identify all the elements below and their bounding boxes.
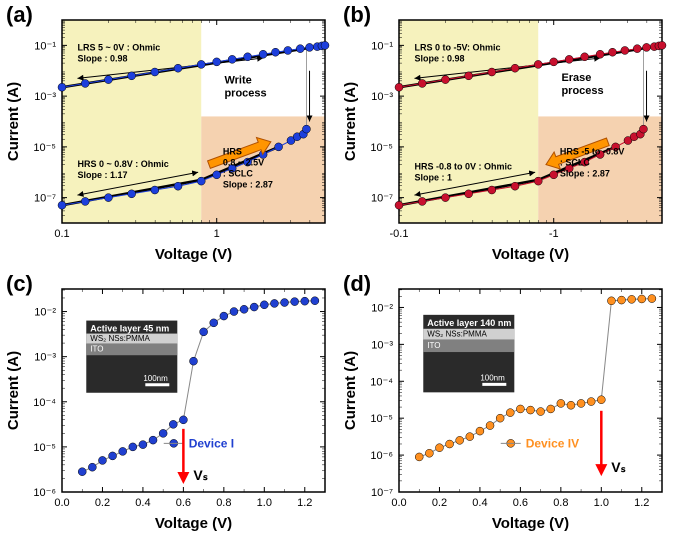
svg-text:0.2: 0.2 — [432, 497, 447, 509]
svg-text:HRS 0 ~ 0.8V : Ohmic: HRS 0 ~ 0.8V : Ohmic — [77, 159, 168, 169]
svg-text:0.2: 0.2 — [95, 497, 110, 509]
svg-text:Current (A): Current (A) — [5, 82, 22, 161]
svg-text:Slope : 1.17: Slope : 1.17 — [77, 170, 127, 180]
svg-text:0.6: 0.6 — [176, 497, 191, 509]
panel-b-label: (b) — [343, 2, 371, 28]
svg-text:10⁻²: 10⁻² — [371, 302, 393, 314]
svg-text:1.2: 1.2 — [634, 497, 649, 509]
svg-text:Write: Write — [224, 74, 251, 86]
svg-text:WS₂ NSs:PMMA: WS₂ NSs:PMMA — [427, 330, 487, 339]
svg-text:10⁻⁴: 10⁻⁴ — [33, 397, 56, 409]
svg-text:Vₛ: Vₛ — [193, 467, 208, 483]
svg-text:0.8: 0.8 — [553, 497, 568, 509]
svg-text:10⁻³: 10⁻³ — [34, 91, 56, 103]
svg-text:0.4: 0.4 — [135, 497, 150, 509]
svg-text:0.4: 0.4 — [472, 497, 487, 509]
panel-a-label: (a) — [6, 2, 33, 28]
svg-text:Voltage (V): Voltage (V) — [155, 515, 232, 532]
svg-text:Voltage (V): Voltage (V) — [492, 515, 569, 532]
panel-c-label: (c) — [6, 271, 33, 297]
svg-text:10⁻⁶: 10⁻⁶ — [370, 450, 393, 462]
svg-text:Device I: Device I — [189, 436, 234, 450]
figure-grid: (a) 10⁻⁷ 10⁻⁵ 10⁻³ 10⁻¹ 0.1 1 Voltage (V) Curre… — [0, 0, 674, 538]
svg-text:10⁻⁵: 10⁻⁵ — [370, 413, 393, 425]
svg-text:10⁻⁵: 10⁻⁵ — [370, 142, 393, 154]
svg-text:Active layer 45 nm: Active layer 45 nm — [90, 324, 169, 334]
svg-text:10⁻⁷: 10⁻⁷ — [371, 487, 393, 499]
svg-text:Slope : 2.87: Slope : 2.87 — [223, 179, 273, 189]
svg-text:process: process — [561, 85, 603, 97]
svg-text:-1: -1 — [549, 228, 559, 240]
svg-text:Slope : 1: Slope : 1 — [414, 173, 452, 183]
svg-text:Voltage (V): Voltage (V) — [492, 246, 569, 263]
svg-text:Current (A): Current (A) — [342, 82, 359, 161]
svg-text:0.1: 0.1 — [54, 228, 69, 240]
panel-d: (d) 10⁻⁷ 10⁻⁶ 10⁻⁵ 10⁻⁴ 10⁻³ 10⁻² 0.0 0.2 0.4 0.6… — [337, 269, 674, 538]
svg-text:10⁻³: 10⁻³ — [371, 339, 393, 351]
svg-text:1: 1 — [214, 228, 220, 240]
svg-text:10⁻²: 10⁻² — [34, 307, 56, 319]
svg-text:10⁻³: 10⁻³ — [371, 91, 393, 103]
svg-text:HRS: HRS — [223, 146, 242, 156]
svg-text:ITO: ITO — [90, 345, 103, 354]
svg-text:: SCLC: : SCLC — [560, 157, 590, 167]
svg-text:Slope : 0.98: Slope : 0.98 — [414, 53, 464, 63]
svg-text:HRS -0.8 to 0V : Ohmic: HRS -0.8 to 0V : Ohmic — [414, 162, 512, 172]
svg-text:WS₂ NSs:PMMA: WS₂ NSs:PMMA — [90, 334, 150, 343]
svg-text:1.0: 1.0 — [257, 497, 272, 509]
svg-text:LRS 0 to -5V: Ohmic: LRS 0 to -5V: Ohmic — [414, 42, 500, 52]
panel-b: (b) 10⁻⁷ 10⁻⁵ 10⁻³ 10⁻¹ -0.1 -1 Voltage (V) Cur… — [337, 0, 674, 269]
svg-text:Erase: Erase — [561, 72, 591, 84]
svg-text:Vₛ: Vₛ — [611, 459, 626, 475]
svg-text:LRS 5 ~ 0V : Ohmic: LRS 5 ~ 0V : Ohmic — [77, 42, 160, 52]
svg-text:10⁻⁷: 10⁻⁷ — [371, 193, 393, 205]
svg-text:ITO: ITO — [427, 341, 440, 350]
svg-text:10⁻⁴: 10⁻⁴ — [370, 376, 393, 388]
svg-text:Active layer 140 nm: Active layer 140 nm — [427, 318, 511, 328]
svg-text:Current (A): Current (A) — [5, 351, 22, 430]
panel-d-label: (d) — [343, 271, 371, 297]
svg-text:0.8 ~ 2.5V: 0.8 ~ 2.5V — [223, 157, 264, 167]
svg-text:10⁻⁵: 10⁻⁵ — [33, 442, 56, 454]
svg-text:0.0: 0.0 — [54, 497, 69, 509]
svg-text:: SCLC: : SCLC — [223, 168, 253, 178]
panel-c: (c) 10⁻⁶ 10⁻⁵ 10⁻⁴ 10⁻³ 10⁻² 0.0 0.2 0.4 0.6 0.8 1… — [0, 269, 337, 538]
svg-text:100nm: 100nm — [480, 373, 505, 382]
svg-text:-0.1: -0.1 — [390, 228, 409, 240]
svg-text:10⁻³: 10⁻³ — [34, 352, 56, 364]
svg-text:Slope : 2.87: Slope : 2.87 — [560, 168, 610, 178]
svg-text:10⁻¹: 10⁻¹ — [371, 40, 393, 52]
svg-text:10⁻¹: 10⁻¹ — [34, 40, 56, 52]
svg-text:process: process — [224, 87, 266, 99]
svg-text:10⁻⁷: 10⁻⁷ — [34, 193, 56, 205]
svg-text:10⁻⁶: 10⁻⁶ — [33, 487, 56, 499]
svg-text:1.0: 1.0 — [594, 497, 609, 509]
svg-text:Current (A): Current (A) — [342, 351, 359, 430]
svg-text:0.0: 0.0 — [391, 497, 406, 509]
svg-text:Slope : 0.98: Slope : 0.98 — [77, 53, 127, 63]
svg-text:0.6: 0.6 — [513, 497, 528, 509]
svg-text:Voltage (V): Voltage (V) — [155, 246, 232, 263]
svg-text:0.8: 0.8 — [216, 497, 231, 509]
panel-a: (a) 10⁻⁷ 10⁻⁵ 10⁻³ 10⁻¹ 0.1 1 Voltage (V) Curre… — [0, 0, 337, 269]
svg-text:HRS -5 to -0.8V: HRS -5 to -0.8V — [560, 146, 625, 156]
svg-text:100nm: 100nm — [143, 374, 168, 383]
svg-text:10⁻⁵: 10⁻⁵ — [33, 142, 56, 154]
svg-text:Device IV: Device IV — [526, 436, 579, 450]
svg-text:1.2: 1.2 — [297, 497, 312, 509]
